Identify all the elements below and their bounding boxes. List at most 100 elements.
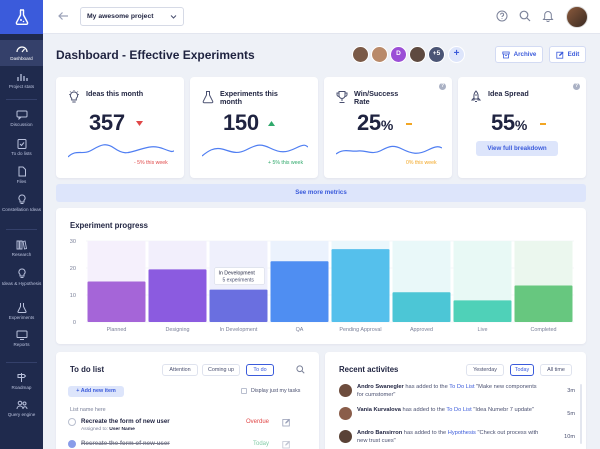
sidebar-divider <box>6 99 37 100</box>
sidebar-item-roadmap[interactable]: Roadmap <box>0 372 43 394</box>
add-member-button[interactable]: + <box>448 46 465 63</box>
my-tasks-checkbox[interactable] <box>241 388 247 394</box>
page-title: Dashboard - Effective Experiments <box>56 48 255 62</box>
sidebar-item-research[interactable]: Research <box>0 240 43 262</box>
add-new-item-button[interactable]: + Add new item <box>68 386 124 397</box>
tab-today[interactable]: Today <box>510 364 534 376</box>
todo-status: Overdue <box>246 419 270 425</box>
project-select[interactable]: My awesome project <box>80 7 184 26</box>
sparkline <box>68 144 174 158</box>
bar <box>87 281 146 322</box>
users-icon <box>16 400 27 410</box>
activity-action: has added to the <box>405 384 448 390</box>
sidebar-item-label: Discussion <box>10 122 33 127</box>
avatar[interactable]: D <box>390 46 407 63</box>
user-avatar[interactable] <box>566 6 588 28</box>
todo-item[interactable]: Recreate the form of new user Assigned t… <box>68 418 304 436</box>
metric-title: Idea Spread <box>488 89 529 98</box>
metric-number: 55 <box>491 110 515 135</box>
books-icon <box>16 240 27 250</box>
sidebar-item-files[interactable]: Files <box>0 166 43 188</box>
activity-user[interactable]: Vania Kurvalova <box>357 407 401 413</box>
more-members-badge[interactable]: +5 <box>428 46 445 63</box>
tab-attention[interactable]: Attention <box>162 364 198 376</box>
metric-number: 150 <box>223 110 259 135</box>
edit-icon[interactable] <box>282 418 291 427</box>
help-icon[interactable]: ? <box>573 83 580 90</box>
edit-button[interactable]: Edit <box>549 46 586 63</box>
tooltip-category: In Development <box>219 271 256 277</box>
activity-user[interactable]: Andro Swanegler <box>357 384 404 390</box>
my-tasks-label: Display just my tasks <box>251 388 301 394</box>
search-icon[interactable] <box>296 365 305 374</box>
bar <box>148 269 207 322</box>
bell-icon[interactable] <box>542 10 554 22</box>
activity-link[interactable]: To Do List <box>449 384 475 390</box>
sidebar-item-label: Reports <box>13 342 30 347</box>
avatar[interactable] <box>409 46 426 63</box>
trend-down-icon <box>136 121 143 126</box>
x-tick-label: QA <box>296 327 304 333</box>
sidebar-item-dashboard[interactable]: Dashboard <box>0 40 43 66</box>
edit-icon <box>556 51 564 59</box>
activity-link[interactable]: Hypothesis <box>447 430 476 436</box>
tab-yesterday[interactable]: Yesterday <box>466 364 504 376</box>
sparkline <box>336 145 442 155</box>
todo-status: Today <box>253 441 270 447</box>
bar <box>209 289 268 322</box>
activity-time: 3m <box>567 388 575 394</box>
edit-icon[interactable] <box>282 440 291 449</box>
file-icon <box>18 166 26 177</box>
todo-item[interactable]: Recreate the form of new user Today <box>68 440 304 449</box>
y-tick-label: 0 <box>73 320 76 326</box>
tooltip <box>214 267 265 285</box>
todo-checkbox[interactable] <box>68 440 76 448</box>
bar <box>270 261 329 322</box>
tooltip-text: 5 experiments <box>223 278 255 284</box>
lightbulb-icon <box>69 90 79 103</box>
activity-text: Vania Kurvalova has added to the To Do L… <box>357 407 543 415</box>
metric-card-win-rate: ? Win/Success Rate 25% 0% this week <box>324 77 452 178</box>
sidebar-item-discussion[interactable]: Discussion <box>0 110 43 132</box>
activity-item: Andro Bansirron has added to the Hypothe… <box>339 430 575 448</box>
project-select-value: My awesome project <box>87 13 154 20</box>
activity-content: "Make new components for cumstomer" <box>357 384 537 398</box>
view-breakdown-button[interactable]: View full breakdown <box>476 141 558 156</box>
activity-link[interactable]: To Do List <box>446 407 472 413</box>
avatar[interactable] <box>352 46 369 63</box>
sidebar-item-query[interactable]: Query engine <box>0 400 43 422</box>
todo-assignee: Assigned to: User Name <box>81 427 135 432</box>
sidebar-item-constellation[interactable]: Constellation Ideas <box>0 194 43 222</box>
back-arrow-icon[interactable] <box>57 10 69 22</box>
scrollbar[interactable] <box>580 384 582 444</box>
activity-action: has added to the <box>403 430 447 436</box>
metric-card-idea-spread: ? Idea Spread 55% View full breakdown <box>458 77 586 178</box>
sidebar-item-label: Ideas & Hypothesis <box>1 281 42 286</box>
activity-action: has added to the <box>402 407 445 413</box>
tab-todo[interactable]: To do <box>246 364 274 376</box>
flask-logo[interactable] <box>0 0 43 34</box>
avatar-initial: D <box>396 50 401 57</box>
help-icon[interactable] <box>496 10 508 22</box>
activity-time: 5m <box>567 411 575 417</box>
help-icon[interactable]: ? <box>439 83 446 90</box>
sidebar-item-todo[interactable]: To do lists <box>0 138 43 160</box>
sidebar-item-reports[interactable]: Reports <box>0 330 43 352</box>
todo-checkbox[interactable] <box>68 418 76 426</box>
search-icon[interactable] <box>519 10 531 22</box>
activity-user[interactable]: Andro Bansirron <box>357 430 403 436</box>
bar <box>514 285 573 322</box>
chart-title: Experiment progress <box>70 221 148 230</box>
sidebar-item-experiments[interactable]: Experiments <box>0 302 43 324</box>
sidebar-item-project-stats[interactable]: Project stats <box>0 70 43 94</box>
see-more-metrics-button[interactable]: See more metrics <box>56 184 586 202</box>
avatar[interactable] <box>371 46 388 63</box>
sidebar-item-ideas[interactable]: Ideas & Hypothesis <box>0 268 43 294</box>
tab-coming-up[interactable]: Coming up <box>202 364 240 376</box>
metric-unit: % <box>380 117 394 133</box>
metric-card-ideas: Ideas this month 357 - 5% this week <box>56 77 184 178</box>
archive-button[interactable]: Archive <box>495 46 543 63</box>
trend-flat-icon <box>540 123 546 125</box>
tab-all-time[interactable]: All time <box>540 364 572 376</box>
sidebar-item-label: Experiments <box>8 315 35 320</box>
